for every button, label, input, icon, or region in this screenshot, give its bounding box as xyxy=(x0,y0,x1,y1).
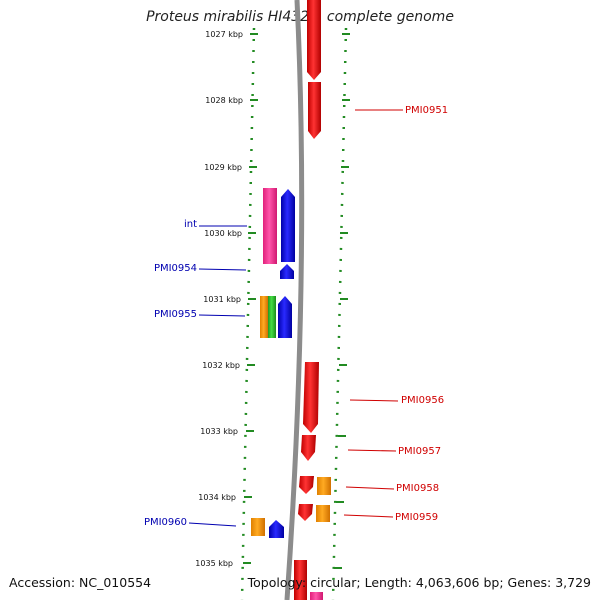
gene-orange-1034a[interactable] xyxy=(317,477,331,495)
scale-label: 1035 kbp xyxy=(195,559,233,568)
gene-PMI0956[interactable] xyxy=(303,362,319,433)
label-text: PMI0957 xyxy=(398,446,441,457)
scale-label: 1030 kbp xyxy=(204,229,242,238)
label-text: PMI0958 xyxy=(396,483,439,494)
label-text: PMI0960 xyxy=(144,517,187,528)
scale-label: 1029 kbp xyxy=(204,163,242,172)
label-text: int xyxy=(184,219,197,230)
scale-tick-1029: 1029 kbp xyxy=(204,163,349,172)
right-ruler-guide xyxy=(331,27,348,600)
gene-PMI0955[interactable] xyxy=(278,296,292,338)
scale-label: 1034 kbp xyxy=(198,493,236,502)
gene-green-1031[interactable] xyxy=(268,296,276,338)
gene-orange-1034b[interactable] xyxy=(316,505,330,522)
gene-int[interactable] xyxy=(263,188,277,264)
label-PMI0957[interactable]: PMI0957 xyxy=(347,446,441,457)
label-PMI0956[interactable]: PMI0956 xyxy=(349,395,444,406)
scale-tick-1032: 1032 kbp xyxy=(202,361,347,370)
gene-PMI0959[interactable] xyxy=(298,504,313,521)
label-text: PMI0956 xyxy=(401,395,444,406)
scale-label: 1033 kbp xyxy=(200,427,238,436)
scale-tick-1027: 1027 kbp xyxy=(205,30,350,39)
scale-tick-1030: 1030 kbp xyxy=(204,229,348,238)
gene-PMI0951[interactable] xyxy=(308,82,321,139)
gene-top-red[interactable] xyxy=(307,0,321,80)
gene-PMI0960[interactable] xyxy=(269,520,284,538)
label-text: PMI0954 xyxy=(154,263,197,274)
gene-orange-1034c[interactable] xyxy=(251,518,265,536)
scale-tick-1034: 1034 kbp xyxy=(198,493,344,503)
gene-blue-int[interactable] xyxy=(281,189,295,262)
label-int[interactable]: int xyxy=(184,219,247,230)
scale-label: 1027 kbp xyxy=(205,30,243,39)
gene-PMI0957[interactable] xyxy=(301,435,316,461)
gene-bottom-pink[interactable] xyxy=(310,592,323,600)
scale-tick-1033: 1033 kbp xyxy=(200,427,346,437)
genome-summary-text: Topology: circular; Length: 4,063,606 bp… xyxy=(247,575,591,590)
label-PMI0951[interactable]: PMI0951 xyxy=(355,105,448,116)
label-PMI0955[interactable]: PMI0955 xyxy=(154,309,246,320)
accession-text: Accession: NC_010554 xyxy=(9,575,152,590)
label-PMI0958[interactable]: PMI0958 xyxy=(345,483,439,494)
scale-label: 1031 kbp xyxy=(203,295,241,304)
label-PMI0960[interactable]: PMI0960 xyxy=(144,517,237,528)
scale-label: 1028 kbp xyxy=(205,96,243,105)
gene-PMI0958[interactable] xyxy=(299,476,314,494)
label-PMI0954[interactable]: PMI0954 xyxy=(154,263,247,274)
label-text: PMI0951 xyxy=(405,105,448,116)
scale-tick-1035: 1035 kbp xyxy=(195,559,342,569)
gene-bottom-red[interactable] xyxy=(294,560,307,600)
label-text: PMI0955 xyxy=(154,309,197,320)
left-ruler-guide xyxy=(240,27,256,600)
label-PMI0959[interactable]: PMI0959 xyxy=(343,512,438,523)
scale-tick-1031: 1031 kbp xyxy=(203,295,348,304)
gene-PMI0954[interactable] xyxy=(280,264,294,279)
label-text: PMI0959 xyxy=(395,512,438,523)
gene-orange-1031[interactable] xyxy=(260,296,268,338)
scale-tick-1028: 1028 kbp xyxy=(205,96,350,105)
scale-label: 1032 kbp xyxy=(202,361,240,370)
genome-backbone xyxy=(284,0,305,600)
